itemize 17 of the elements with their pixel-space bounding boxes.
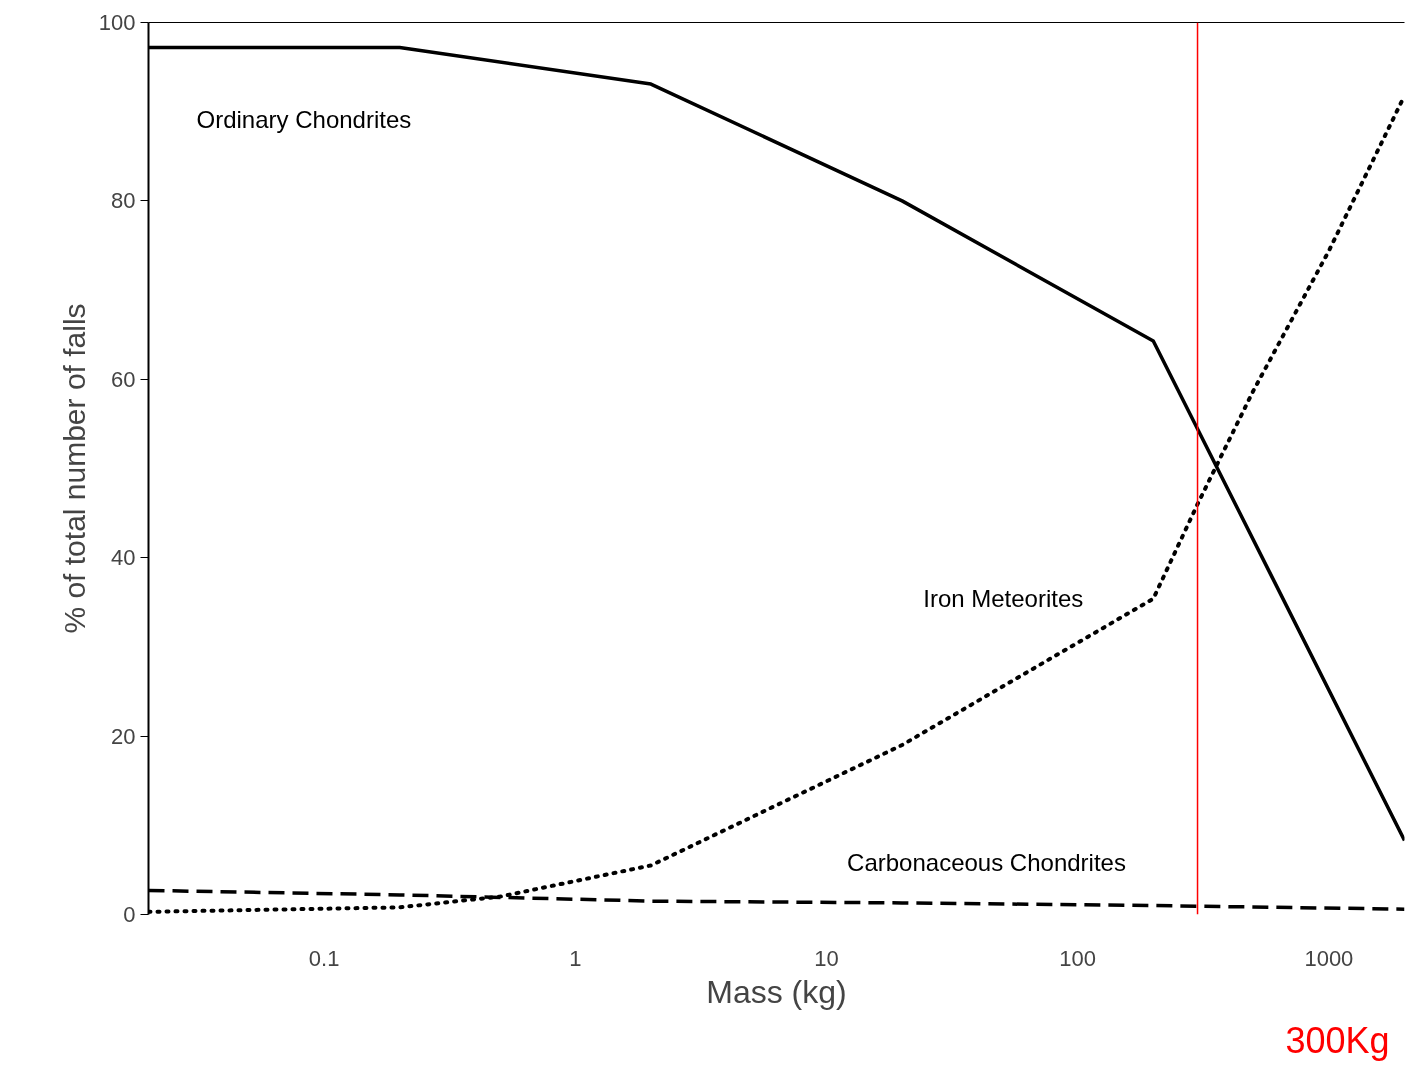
x-tick-label: 100 xyxy=(1059,945,1097,971)
series-label: Iron Meteorites xyxy=(923,585,1084,613)
y-tick-label: 60 xyxy=(111,366,136,392)
text: Ordinary Chondrites xyxy=(196,105,412,133)
y-tick-label: 20 xyxy=(111,723,136,749)
y-axis-title: % of total number of falls xyxy=(57,303,91,634)
x-tick-label: 0.1 xyxy=(308,945,340,971)
x-axis-title: Mass (kg) xyxy=(706,973,847,1010)
ref-line-label: 300Kg xyxy=(1285,1019,1390,1061)
series-label: Carbonaceous Chondrites xyxy=(847,849,1126,877)
y-tick-label: 40 xyxy=(111,545,136,571)
x-tick-label: 1 xyxy=(569,945,582,971)
x-tick-label: 1000 xyxy=(1304,945,1354,971)
y-tick-label: 80 xyxy=(111,188,136,214)
y-tick-label: 100 xyxy=(98,10,136,35)
y-tick-label: 0 xyxy=(123,902,136,927)
x-tick-label: 10 xyxy=(814,945,839,971)
